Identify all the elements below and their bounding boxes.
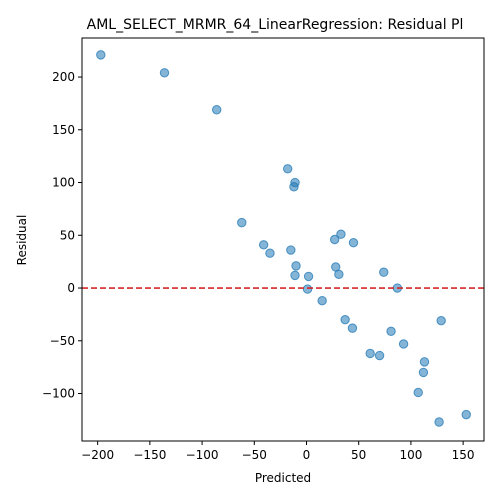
data-point-9: [348, 237, 359, 248]
data-point-1: [96, 50, 106, 60]
data-point-10: [329, 234, 340, 245]
y-tick-label: 0: [67, 281, 75, 295]
y-axis-ticks: −100 −50 0 50 100 150 200: [42, 70, 82, 401]
data-point-13: [265, 248, 275, 258]
y-tick-label: 50: [60, 228, 75, 242]
data-point-21: [302, 284, 313, 294]
y-tick-label: −50: [50, 334, 75, 348]
data-point-29: [374, 350, 385, 361]
data-point-26: [386, 326, 396, 336]
data-point-6: [289, 182, 299, 192]
x-tick-label: 100: [399, 448, 422, 462]
data-point-22: [317, 295, 327, 306]
data-point-7: [237, 217, 247, 228]
data-point-27: [398, 339, 409, 349]
data-point-4: [283, 164, 293, 174]
data-point-34: [434, 417, 444, 427]
data-point-18: [290, 270, 300, 281]
data-point-16: [379, 267, 389, 277]
y-tick-label: 200: [52, 70, 75, 84]
plot-area-frame: [81, 37, 485, 442]
data-point-31: [418, 367, 429, 378]
data-point-30: [419, 357, 430, 367]
data-point-3: [212, 105, 222, 115]
data-point-2: [159, 68, 170, 78]
x-tick-label: −200: [81, 448, 114, 462]
data-point-24: [436, 316, 446, 326]
x-tick-label: 150: [452, 448, 475, 462]
data-points: [96, 50, 471, 427]
x-axis-label: Predicted: [255, 471, 311, 485]
data-point-17: [334, 269, 344, 280]
x-tick-label: 0: [303, 448, 311, 462]
x-tick-label: −100: [186, 448, 219, 462]
data-point-12: [286, 245, 296, 255]
chart-title: AML_SELECT_MRMR_64_LinearRegression: Res…: [87, 17, 464, 33]
x-tick-label: −150: [133, 448, 166, 462]
data-point-8: [336, 229, 346, 239]
data-point-33: [461, 409, 471, 420]
data-point-19: [303, 271, 314, 282]
y-tick-label: 150: [52, 123, 75, 137]
data-point-32: [413, 387, 423, 398]
y-tick-label: −100: [42, 387, 75, 401]
y-tick-label: 100: [52, 176, 75, 190]
x-axis-ticks: −200 −150 −100 −50 0 50 100 150: [81, 441, 475, 462]
data-point-25: [347, 323, 358, 333]
data-point-28: [365, 348, 375, 359]
data-point-23: [340, 314, 350, 325]
x-tick-label: 50: [351, 448, 366, 462]
x-tick-label: −50: [242, 448, 267, 462]
data-point-11: [258, 240, 269, 250]
y-axis-label: Residual: [15, 215, 29, 266]
data-point-14: [291, 261, 301, 271]
